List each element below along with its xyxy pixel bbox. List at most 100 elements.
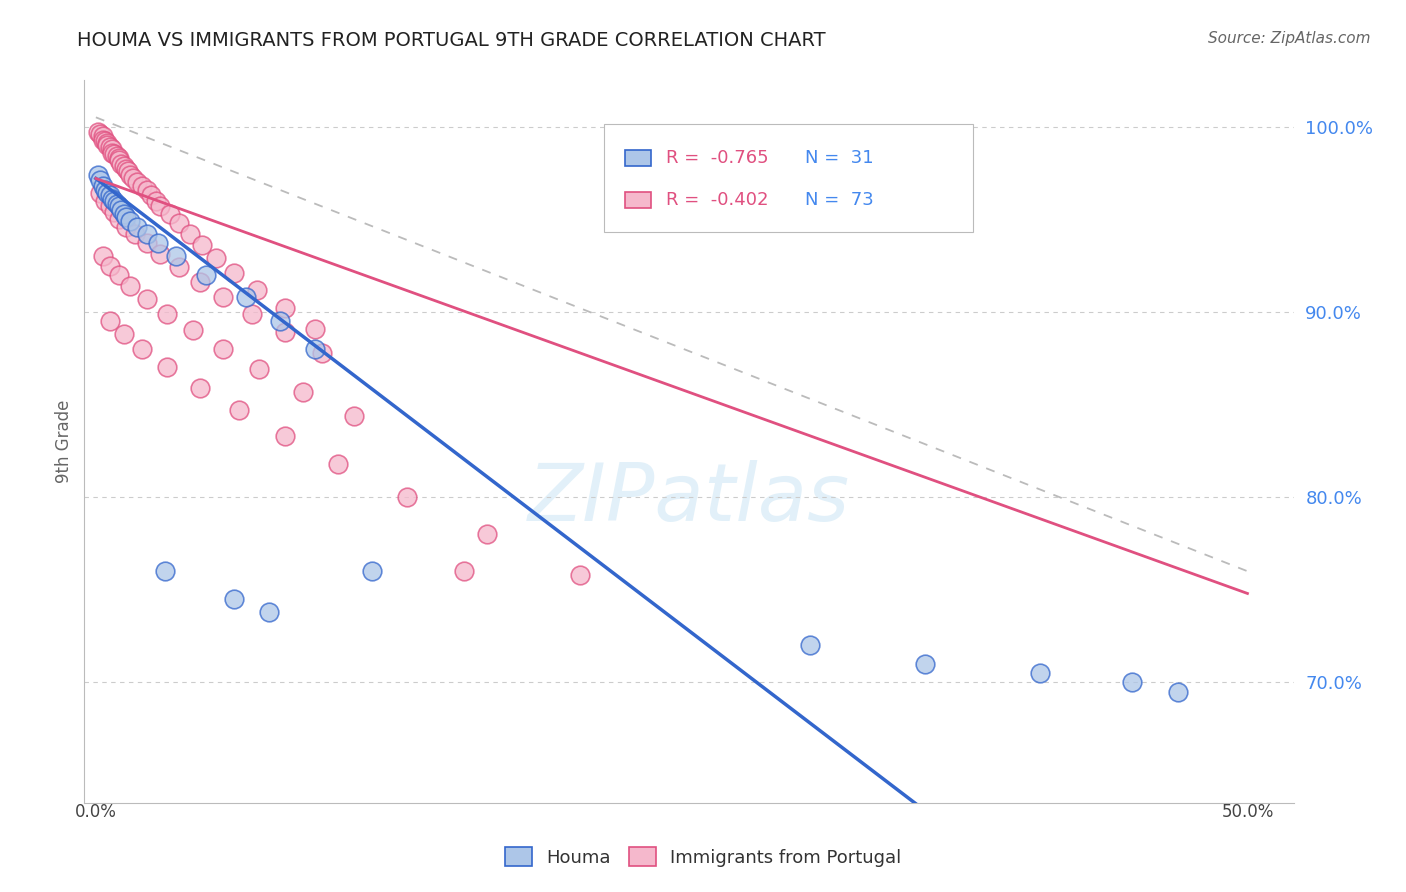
Point xyxy=(181,323,204,337)
Bar xyxy=(624,150,651,166)
Point xyxy=(98,140,121,154)
Point xyxy=(96,138,118,153)
Point xyxy=(91,132,114,146)
Point xyxy=(1167,684,1189,698)
Point xyxy=(94,135,117,149)
Point xyxy=(103,204,125,219)
Point xyxy=(127,175,149,189)
Point xyxy=(131,178,153,193)
Point xyxy=(568,568,591,582)
Text: R =  -0.402: R = -0.402 xyxy=(666,191,769,209)
Point xyxy=(222,592,245,607)
Bar xyxy=(624,192,651,208)
FancyBboxPatch shape xyxy=(605,124,973,232)
Point xyxy=(108,153,131,167)
Point xyxy=(799,638,821,652)
Text: ZIPatlas: ZIPatlas xyxy=(527,460,851,539)
Point xyxy=(292,384,315,399)
Point xyxy=(124,227,146,241)
Point xyxy=(121,171,143,186)
Point xyxy=(96,186,118,201)
Point xyxy=(112,327,135,342)
Point xyxy=(191,238,214,252)
Point xyxy=(101,142,124,156)
Point xyxy=(242,307,264,321)
Point xyxy=(89,173,111,187)
Legend: Houma, Immigrants from Portugal: Houma, Immigrants from Portugal xyxy=(498,840,908,874)
Point xyxy=(304,321,326,335)
Point xyxy=(94,183,117,197)
Point xyxy=(153,564,176,578)
Point xyxy=(211,342,233,356)
Point xyxy=(101,145,124,160)
Point xyxy=(112,207,135,221)
Point xyxy=(117,164,139,178)
Point xyxy=(87,168,110,182)
Point xyxy=(120,168,142,182)
Point xyxy=(361,564,384,578)
Point xyxy=(108,151,131,165)
Point xyxy=(195,268,218,282)
Point xyxy=(204,251,226,265)
Point xyxy=(141,188,163,202)
Point xyxy=(211,290,233,304)
Point xyxy=(105,149,128,163)
Point xyxy=(110,156,132,170)
Text: 50.0%: 50.0% xyxy=(1222,803,1274,821)
Point xyxy=(89,186,111,201)
Point xyxy=(105,197,128,211)
Point xyxy=(101,192,124,206)
Point xyxy=(114,162,136,177)
Point xyxy=(311,345,333,359)
Point xyxy=(235,290,257,304)
Point xyxy=(98,314,121,328)
Text: N =  31: N = 31 xyxy=(806,149,873,167)
Point xyxy=(166,249,188,263)
Point xyxy=(246,283,269,297)
Point xyxy=(120,279,142,293)
Point xyxy=(135,183,157,197)
Point xyxy=(91,249,114,263)
Point xyxy=(274,429,297,443)
Point xyxy=(395,490,418,504)
Point xyxy=(110,202,132,217)
Point xyxy=(167,260,190,275)
Point xyxy=(98,188,121,202)
Point xyxy=(131,342,153,356)
Text: N =  73: N = 73 xyxy=(806,191,873,209)
Point xyxy=(98,199,121,213)
Point xyxy=(269,314,291,328)
Point xyxy=(114,219,136,234)
Point xyxy=(149,247,172,261)
Point xyxy=(326,457,349,471)
Point xyxy=(145,194,167,208)
Point xyxy=(120,214,142,228)
Point xyxy=(103,147,125,161)
Point xyxy=(188,381,211,395)
Point xyxy=(914,657,936,671)
Point xyxy=(222,266,245,280)
Point xyxy=(135,227,157,241)
Point xyxy=(149,199,172,213)
Point xyxy=(156,360,179,375)
Point xyxy=(108,212,131,227)
Point xyxy=(103,194,125,208)
Point xyxy=(135,236,157,251)
Point xyxy=(159,207,181,221)
Point xyxy=(112,159,135,173)
Point xyxy=(453,564,475,578)
Point xyxy=(146,236,169,251)
Point xyxy=(274,301,297,315)
Point xyxy=(343,409,366,423)
Point xyxy=(108,268,131,282)
Point xyxy=(228,403,250,417)
Text: 0.0%: 0.0% xyxy=(75,803,117,821)
Point xyxy=(1029,666,1052,681)
Point xyxy=(91,178,114,193)
Point xyxy=(98,259,121,273)
Point xyxy=(257,605,280,619)
Point xyxy=(274,325,297,339)
Point xyxy=(247,362,270,376)
Text: R =  -0.765: R = -0.765 xyxy=(666,149,769,167)
Point xyxy=(179,227,201,241)
